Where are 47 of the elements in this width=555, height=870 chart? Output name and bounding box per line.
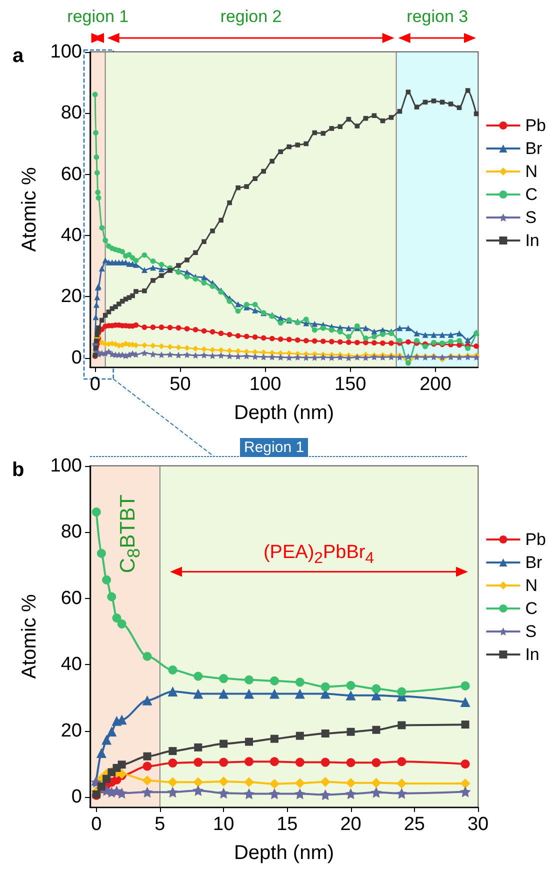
y-tick-label: 100: [50, 42, 82, 62]
y-tick-label: 80: [60, 522, 82, 543]
legend-label: S: [525, 622, 537, 641]
x-tick-label: 0: [90, 374, 100, 395]
x-tick-label: 10: [213, 814, 234, 835]
x-axis-title: Depth (nm): [234, 842, 334, 864]
text: a: [12, 45, 24, 67]
x-tick-label: 50: [170, 374, 191, 395]
y-tick-label: 20: [60, 286, 82, 308]
x-tick-label: 15: [276, 814, 298, 835]
legend-label: S: [525, 208, 537, 227]
legend-label: Br: [525, 553, 543, 572]
x-tick-label: 150: [334, 374, 366, 395]
legend-label: Pb: [525, 116, 546, 135]
y-axis-title: Atomic %: [18, 594, 40, 679]
text: Region 1: [240, 438, 308, 456]
x-tick-label: 25: [404, 814, 425, 835]
x-tick-label: 30: [467, 814, 489, 835]
y-tick-label: 20: [60, 720, 82, 742]
y-tick-label: 100: [50, 456, 82, 476]
x-tick-label: 0: [91, 814, 102, 835]
y-tick-label: 40: [60, 654, 82, 676]
y-tick-label: 60: [60, 164, 82, 185]
legend-label: N: [525, 162, 538, 181]
x-tick-label: 20: [340, 814, 362, 835]
legend-label: In: [525, 645, 540, 664]
x-tick-label: 100: [249, 374, 282, 395]
y-tick-label: 60: [60, 588, 82, 609]
y-axis-title: Atomic %: [18, 167, 40, 252]
band-label: region 2: [220, 6, 282, 26]
x-axis-title: Depth (nm): [234, 402, 334, 424]
y-tick-label: 0: [71, 786, 82, 808]
text: b: [12, 459, 24, 481]
band-label: region 3: [406, 6, 468, 26]
legend-label: Br: [525, 139, 543, 158]
x-tick-label: 5: [154, 814, 166, 835]
legend-label: C: [525, 599, 538, 618]
legend-label: C: [525, 185, 538, 204]
legend-label: N: [525, 576, 538, 595]
legend-label: Pb: [525, 530, 546, 549]
annotation: (PEA)$_{2}$PbBr$_{4}$: [263, 542, 374, 566]
y-tick-label: 0: [71, 347, 82, 368]
band-label: region 1: [67, 6, 129, 26]
legend-label: In: [525, 231, 540, 250]
y-tick-label: 40: [60, 224, 82, 246]
x-tick-label: 200: [420, 374, 452, 395]
y-tick-label: 80: [60, 102, 82, 124]
